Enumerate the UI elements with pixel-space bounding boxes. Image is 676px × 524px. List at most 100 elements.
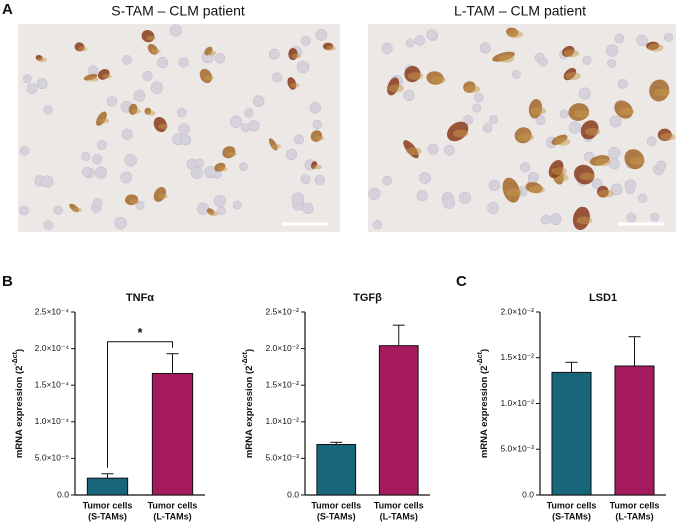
nucleus bbox=[239, 162, 248, 172]
nucleus bbox=[487, 202, 499, 214]
nucleus bbox=[53, 205, 63, 215]
stained-halo bbox=[326, 45, 336, 51]
nucleus bbox=[190, 166, 203, 179]
nucleus bbox=[608, 146, 621, 159]
stained-halo bbox=[312, 164, 322, 170]
stained-halo bbox=[37, 57, 47, 63]
nucleus bbox=[150, 81, 164, 94]
y-tick-label: 1.0×10⁻² bbox=[265, 416, 299, 426]
nucleus bbox=[81, 151, 91, 162]
y-label-text: mRNA expression (2 bbox=[14, 366, 25, 459]
nucleus bbox=[663, 32, 673, 42]
stained-halo bbox=[629, 157, 646, 166]
stained-halo bbox=[218, 166, 228, 172]
nucleus bbox=[26, 83, 38, 94]
nucleus bbox=[414, 35, 426, 46]
stained-halo bbox=[101, 73, 112, 79]
nucleus bbox=[636, 34, 648, 47]
stained-halo bbox=[594, 158, 611, 167]
y-tick-label: 1.5×10⁻² bbox=[500, 352, 534, 362]
nucleus bbox=[419, 172, 431, 184]
x-tick-label: (L-TAMs) bbox=[380, 511, 418, 521]
panel-label: B bbox=[2, 273, 13, 290]
y-label-text: mRNA expression (2 bbox=[244, 366, 255, 459]
x-tick-label: (S-TAMs) bbox=[88, 511, 127, 521]
nucleus bbox=[272, 72, 283, 83]
y-tick-label: 2.0×10⁻² bbox=[500, 306, 534, 316]
y-tick-label: 2.5×10⁻⁴ bbox=[35, 306, 70, 316]
nucleus bbox=[656, 160, 667, 171]
nucleus bbox=[96, 140, 107, 151]
y-tick-label: 1.0×10⁻² bbox=[500, 398, 534, 408]
y-tick-label: 2.0×10⁻² bbox=[265, 343, 299, 353]
y-tick-label: 5.0×10⁻⁵ bbox=[35, 453, 69, 463]
nucleus bbox=[488, 115, 498, 125]
nucleus bbox=[372, 219, 383, 230]
x-tick-label: Tumor cells bbox=[610, 500, 660, 510]
stained-halo bbox=[291, 53, 301, 59]
nucleus bbox=[309, 102, 321, 114]
nucleus bbox=[625, 184, 635, 195]
nucleus bbox=[91, 154, 103, 165]
stained-halo bbox=[452, 129, 469, 138]
nucleus bbox=[81, 166, 92, 177]
stained-halo bbox=[227, 151, 237, 157]
nucleus bbox=[217, 206, 226, 216]
nucleus bbox=[368, 187, 381, 200]
stained-halo bbox=[206, 50, 217, 56]
nucleus bbox=[312, 119, 322, 130]
nucleus bbox=[403, 89, 415, 101]
nucleus bbox=[169, 24, 182, 37]
nucleus bbox=[252, 95, 265, 107]
nucleus bbox=[122, 55, 132, 65]
nucleus bbox=[568, 121, 581, 134]
nucleus bbox=[214, 53, 226, 64]
nucleus bbox=[638, 193, 648, 203]
stained-halo bbox=[208, 211, 219, 217]
y-label-text: mRNA expression (2 bbox=[479, 366, 490, 459]
y-label-suffix: ) bbox=[479, 349, 490, 352]
nucleus bbox=[606, 44, 619, 57]
y-tick-label: 5.0×10⁻³ bbox=[265, 453, 299, 463]
nucleus bbox=[43, 105, 53, 115]
x-tick-label: Tumor cells bbox=[547, 500, 597, 510]
stained-halo bbox=[551, 167, 567, 176]
panel-label: C bbox=[456, 273, 467, 290]
nucleus bbox=[427, 143, 439, 155]
bar bbox=[151, 372, 194, 496]
stained-halo bbox=[388, 84, 404, 93]
stained-halo bbox=[576, 216, 593, 225]
stained-halo bbox=[406, 147, 422, 156]
nucleus bbox=[43, 220, 53, 230]
stained-halo bbox=[584, 127, 601, 136]
y-tick-label: 2.0×10⁻⁴ bbox=[35, 343, 70, 353]
stained-halo bbox=[99, 118, 110, 124]
chart-title: TGFβ bbox=[353, 292, 382, 304]
y-axis-label: mRNA expression (2-Δct) bbox=[12, 349, 25, 458]
x-tick-label: Tumor cells bbox=[311, 500, 361, 510]
nucleus bbox=[19, 205, 29, 216]
nucleus bbox=[591, 178, 603, 190]
nucleus bbox=[520, 162, 531, 173]
x-tick-label: (L-TAMs) bbox=[615, 511, 653, 521]
nucleus bbox=[458, 191, 472, 204]
stained-halo bbox=[88, 76, 99, 82]
stained-halo bbox=[464, 85, 481, 93]
y-tick-label: 2.5×10⁻² bbox=[265, 306, 299, 316]
y-label-sup: -Δct bbox=[242, 351, 249, 365]
y-label-suffix: ) bbox=[14, 349, 25, 352]
nucleus bbox=[180, 134, 192, 146]
nucleus bbox=[610, 183, 623, 196]
nucleus bbox=[559, 109, 569, 119]
stained-halo bbox=[430, 76, 446, 84]
nucleus bbox=[474, 92, 484, 103]
stained-halo bbox=[314, 135, 325, 141]
stained-halo bbox=[529, 185, 545, 194]
stained-halo bbox=[146, 35, 156, 41]
nucleus bbox=[229, 115, 243, 128]
nucleus bbox=[549, 213, 562, 226]
bar bbox=[86, 477, 129, 496]
nucleus bbox=[614, 33, 625, 44]
nucleus bbox=[268, 48, 280, 60]
